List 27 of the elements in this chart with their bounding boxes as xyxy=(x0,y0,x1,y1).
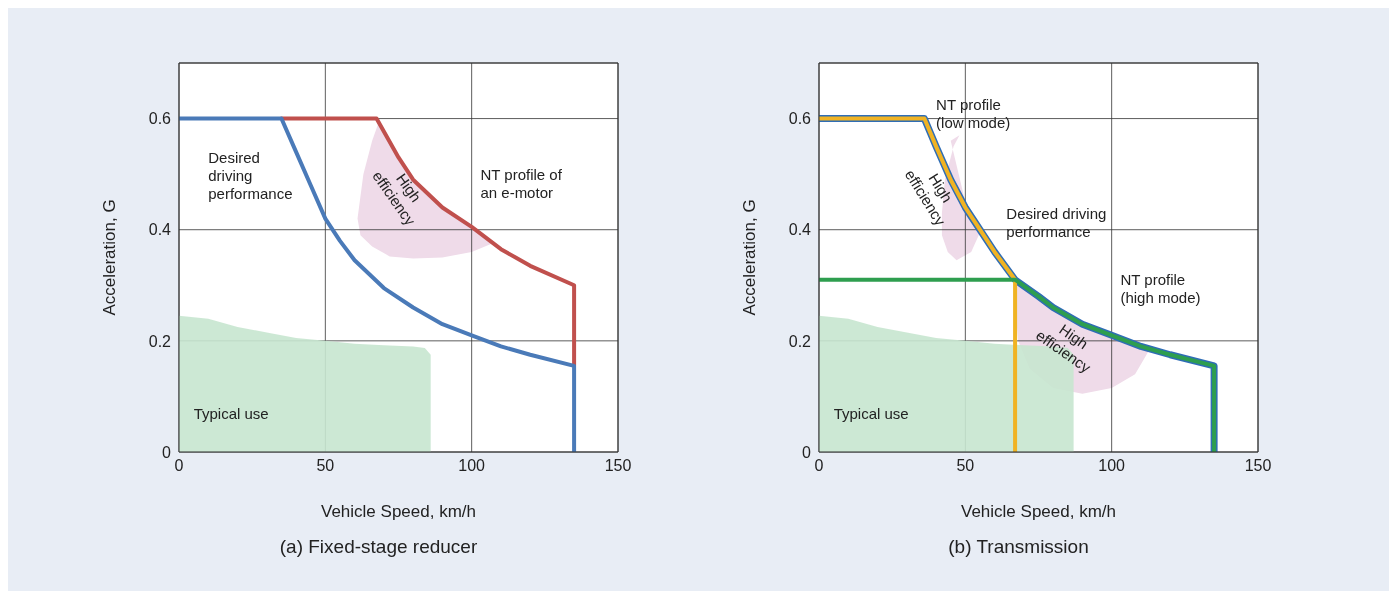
y-axis-title: Acceleration, G xyxy=(739,199,759,316)
text: (a) Fixed-stage reducer xyxy=(279,536,478,558)
annotation: Typical use xyxy=(833,404,909,422)
x-tick-label: 150 xyxy=(604,457,631,475)
y-tick-label: 0.4 xyxy=(788,221,811,239)
y-tick-label: 0.6 xyxy=(788,110,811,128)
y-tick-label: 0.2 xyxy=(788,332,811,350)
y-tick-label: 0.4 xyxy=(148,221,171,239)
annotation: NT profile of an e-motor xyxy=(479,165,563,201)
y-tick-label: 0.6 xyxy=(148,110,171,128)
x-tick-label: 50 xyxy=(955,457,974,475)
annotation: NT profile (high mode) xyxy=(1119,271,1200,307)
y-tick-label: 0.2 xyxy=(148,332,171,350)
annotation: Typical use xyxy=(193,404,269,422)
x-axis-title: Vehicle Speed, km/h xyxy=(960,502,1116,521)
y-tick-label: 0 xyxy=(801,443,811,461)
x-tick-label: 50 xyxy=(315,457,334,475)
x-tick-label: 100 xyxy=(457,457,485,475)
x-tick-label: 0 xyxy=(174,457,184,475)
text: (b) Transmission xyxy=(948,536,1089,558)
x-tick-label: 100 xyxy=(1097,457,1125,475)
annotation: Desired driving performance xyxy=(207,149,292,203)
y-axis-title: Acceleration, G xyxy=(99,199,119,316)
y-tick-label: 0 xyxy=(161,443,171,461)
x-tick-label: 150 xyxy=(1244,457,1271,475)
x-tick-label: 0 xyxy=(814,457,824,475)
x-axis-title: Vehicle Speed, km/h xyxy=(320,502,476,521)
